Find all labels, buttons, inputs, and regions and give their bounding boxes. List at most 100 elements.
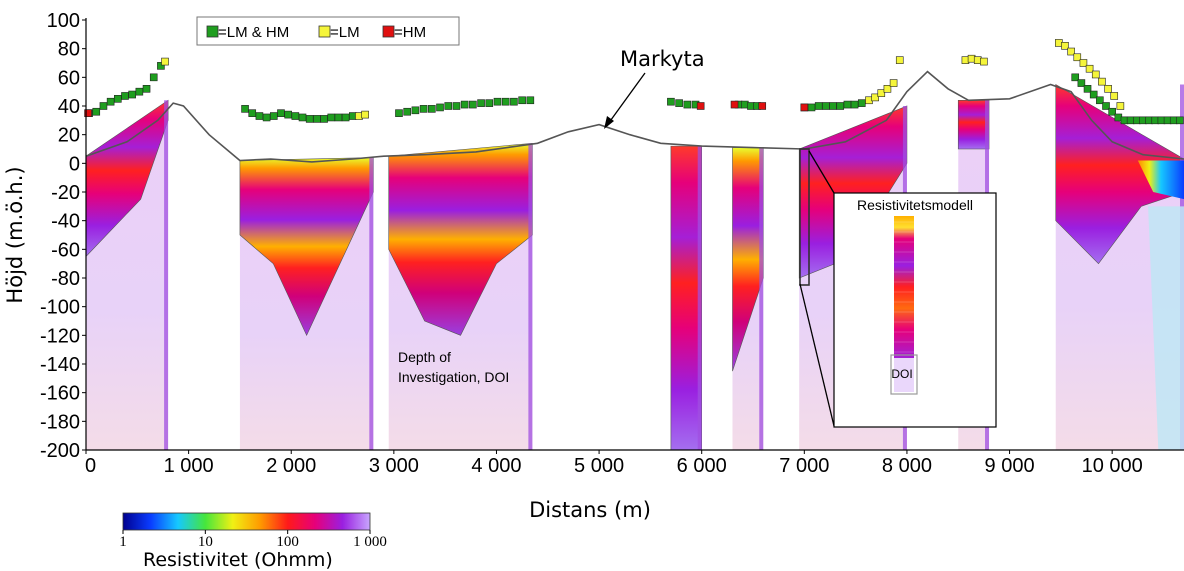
x-tick-label: 4 000 bbox=[471, 455, 521, 477]
resistivity-sections bbox=[86, 83, 1184, 450]
data-marker bbox=[807, 103, 816, 112]
legend-label-hm: =HM bbox=[394, 24, 426, 41]
inset-connector-top bbox=[808, 150, 835, 194]
data-marker bbox=[92, 107, 101, 116]
inset-doi-box bbox=[890, 354, 918, 395]
data-marker bbox=[829, 102, 837, 110]
inset-model-column bbox=[894, 216, 914, 358]
data-marker bbox=[800, 103, 809, 112]
data-marker bbox=[248, 109, 257, 117]
x-tick-label: 6 000 bbox=[677, 455, 727, 477]
x-axis-title: Distans (m) bbox=[529, 498, 651, 522]
data-marker bbox=[493, 97, 502, 106]
data-marker bbox=[1116, 102, 1125, 110]
data-marker bbox=[305, 115, 314, 123]
data-marker bbox=[452, 102, 461, 110]
data-marker bbox=[313, 115, 321, 123]
data-marker bbox=[667, 97, 675, 106]
data-marker bbox=[477, 99, 485, 107]
data-marker bbox=[403, 107, 411, 116]
y-tick-label: 100 bbox=[47, 10, 80, 32]
colorbar-tick-label: 1 000 bbox=[353, 534, 387, 550]
low-resistivity-ghost bbox=[1148, 206, 1184, 450]
legend: =LM & HM =LM =HM bbox=[196, 16, 460, 46]
data-marker bbox=[696, 102, 705, 110]
y-tick-label: -140 bbox=[40, 354, 80, 376]
inset-resistivity-model: Resistivitetsmodell DOI bbox=[799, 148, 997, 428]
data-marker bbox=[1098, 77, 1106, 86]
y-axis-ticks: 100 80 60 40 20 0 -20 -40 -60 -80 -100 -120 -140 -160… bbox=[40, 10, 86, 462]
data-marker bbox=[99, 102, 108, 110]
data-marker bbox=[444, 102, 453, 110]
data-marker bbox=[161, 57, 169, 66]
data-marker bbox=[1176, 116, 1184, 125]
data-marker bbox=[1073, 53, 1082, 62]
data-marker bbox=[485, 99, 494, 107]
data-marker bbox=[895, 56, 904, 64]
legend-label-lm: =LM bbox=[330, 24, 360, 41]
data-marker bbox=[149, 73, 158, 82]
data-marker bbox=[1091, 70, 1100, 79]
markyta-label: Markyta bbox=[620, 47, 705, 71]
data-marker bbox=[1085, 64, 1094, 73]
x-tick-label: 2 000 bbox=[266, 455, 316, 477]
x-tick-label: 9 000 bbox=[985, 455, 1035, 477]
data-marker bbox=[460, 100, 469, 109]
data-marker bbox=[675, 99, 683, 107]
data-marker bbox=[419, 105, 428, 113]
data-marker bbox=[730, 100, 739, 109]
data-marker bbox=[510, 97, 518, 106]
data-marker bbox=[1096, 96, 1104, 105]
data-marker bbox=[157, 62, 165, 70]
y-tick-label: -20 bbox=[51, 182, 80, 204]
data-marker bbox=[883, 85, 892, 93]
data-marker bbox=[1067, 47, 1075, 56]
section-edge-strip bbox=[697, 146, 702, 450]
data-marker bbox=[814, 102, 823, 110]
colorbar-tick-label: 100 bbox=[276, 534, 299, 550]
data-marker bbox=[889, 79, 898, 87]
data-marker bbox=[269, 112, 278, 120]
data-marker bbox=[980, 57, 988, 66]
data-marker bbox=[255, 112, 264, 120]
data-marker bbox=[1104, 85, 1112, 93]
section-model-area bbox=[1055, 83, 1184, 265]
y-tick-label: -180 bbox=[40, 411, 80, 433]
data-marker bbox=[1083, 85, 1092, 93]
data-marker bbox=[298, 113, 307, 122]
colorbar: 1 10 100 1 000 Resistivitet (Ohmm) bbox=[119, 512, 387, 571]
data-marker bbox=[436, 103, 444, 112]
inset-doi-label: DOI bbox=[891, 367, 912, 381]
y-tick-label: -100 bbox=[40, 297, 80, 319]
y-tick-label: -60 bbox=[51, 239, 80, 261]
data-marker bbox=[758, 102, 767, 110]
colorbar-tick-label: 10 bbox=[198, 534, 213, 550]
x-tick-label: 5 000 bbox=[574, 455, 624, 477]
inset-highlight-box bbox=[799, 148, 810, 286]
data-marker bbox=[277, 109, 285, 117]
x-axis-ticks: 0 1 000 2 000 3 000 4 000 5 000 6 000 7 000 8 00… bbox=[85, 450, 1143, 477]
inset-panel bbox=[833, 192, 997, 428]
data-point-markers bbox=[84, 39, 1184, 125]
section-edge-strip bbox=[164, 100, 169, 450]
data-marker bbox=[395, 109, 403, 117]
data-marker bbox=[284, 110, 292, 119]
data-marker bbox=[1061, 41, 1069, 50]
section-edge-strip bbox=[369, 157, 374, 450]
data-marker bbox=[320, 115, 328, 123]
x-tick-label: 3 000 bbox=[369, 455, 419, 477]
inset-model-bands bbox=[894, 221, 914, 353]
data-marker bbox=[857, 99, 866, 107]
inset-connector-bottom bbox=[799, 283, 835, 427]
x-tick-label: 7 000 bbox=[779, 455, 829, 477]
data-marker bbox=[683, 100, 692, 109]
section-model-area bbox=[670, 145, 703, 450]
data-marker bbox=[135, 87, 144, 96]
data-marker bbox=[142, 85, 151, 93]
data-marker bbox=[84, 109, 92, 117]
colorbar-bar bbox=[122, 512, 371, 531]
x-tick-label: 8 000 bbox=[882, 455, 932, 477]
data-marker bbox=[262, 113, 271, 122]
data-marker bbox=[1108, 107, 1116, 116]
